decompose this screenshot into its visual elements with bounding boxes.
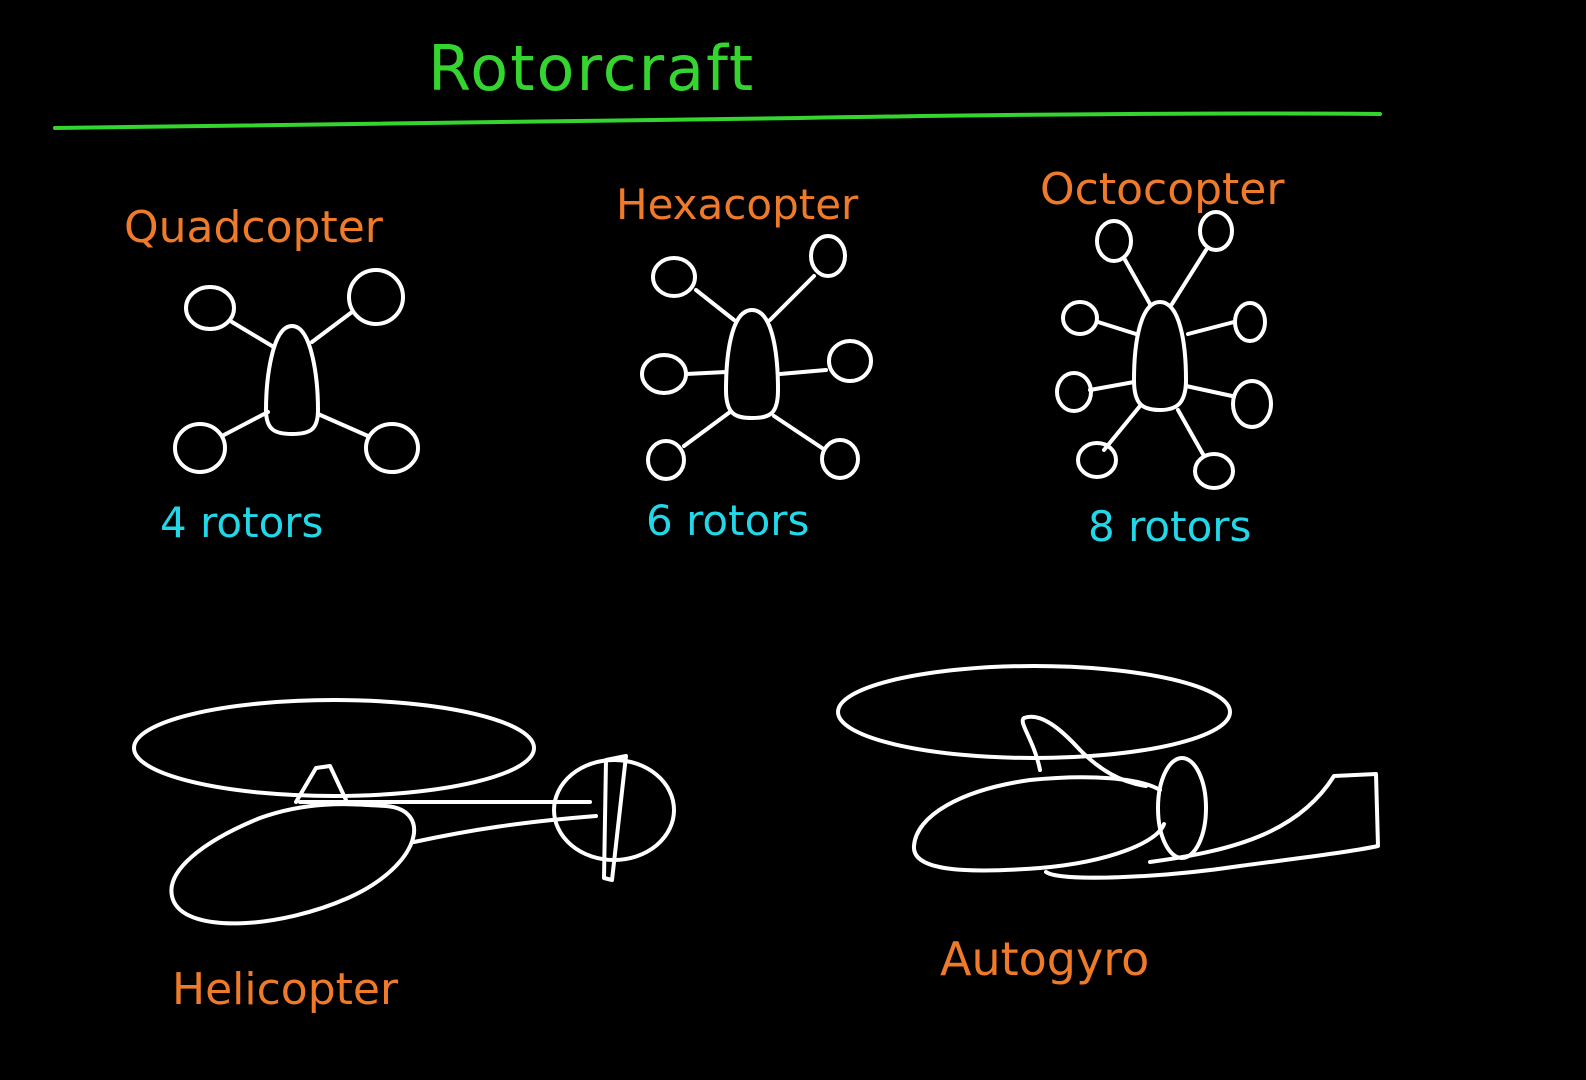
hexacopter-arm	[682, 410, 732, 448]
hexacopter-rotor	[651, 256, 697, 298]
helicopter-tail-boom-bottom	[412, 814, 598, 844]
hexacopter-arm	[772, 414, 824, 450]
octocopter-arm	[1186, 320, 1236, 336]
autogyro-drawing	[836, 664, 1380, 880]
octocopter-body	[1132, 300, 1188, 412]
quadcopter-rotor	[364, 422, 420, 474]
quadcopter-arm	[310, 310, 354, 344]
autogyro-fuselage	[912, 775, 1166, 873]
helicopter-drawing	[132, 698, 676, 926]
octocopter-rotor	[1061, 300, 1099, 336]
quadcopter-label: Quadcopter	[124, 202, 383, 253]
quadcopter-drawing	[173, 268, 420, 474]
hexacopter-rotor	[646, 439, 686, 481]
octocopter-arm	[1096, 320, 1138, 336]
hexacopter-rotor-count: 6 rotors	[646, 496, 810, 545]
hexacopter-label: Hexacopter	[616, 180, 859, 229]
hexacopter-rotor	[640, 353, 688, 395]
hexacopter-arm	[694, 288, 736, 322]
autogyro-rotor-mast	[1020, 714, 1148, 788]
octocopter-arm	[1122, 256, 1152, 306]
quadcopter-rotor	[184, 285, 236, 331]
autogyro-rotor	[836, 664, 1232, 760]
octocopter-label: Octocopter	[1040, 164, 1285, 215]
hexacopter-arm	[768, 274, 816, 322]
quadcopter-arm	[230, 320, 274, 348]
octocopter-drawing	[1055, 210, 1273, 490]
hexacopter-rotor	[827, 339, 873, 383]
page-title: Rotorcraft	[428, 32, 756, 105]
octocopter-rotor	[1233, 301, 1267, 343]
helicopter-label: Helicopter	[172, 964, 399, 1015]
octocopter-arm	[1170, 248, 1208, 306]
autogyro-propeller	[1156, 756, 1208, 860]
quadcopter-rotor	[347, 268, 405, 326]
octocopter-rotor-count: 8 rotors	[1088, 502, 1252, 551]
hexacopter-rotor	[820, 438, 860, 480]
octocopter-rotor	[1198, 210, 1234, 252]
octocopter-rotor	[1095, 219, 1133, 263]
octocopter-arm	[1088, 380, 1136, 392]
quadcopter-arm	[316, 412, 370, 438]
autogyro-tail	[1044, 772, 1380, 880]
title-underline	[53, 111, 1382, 130]
helicopter-rotor-mast	[294, 764, 348, 804]
octocopter-rotor	[1193, 452, 1235, 490]
helicopter-main-rotor	[132, 698, 536, 798]
helicopter-tail-fin	[602, 754, 628, 882]
quadcopter-rotor-count: 4 rotors	[160, 498, 324, 547]
hexacopter-drawing	[640, 234, 873, 481]
helicopter-fuselage	[169, 802, 416, 926]
octocopter-arm	[1176, 408, 1206, 458]
octocopter-rotor	[1231, 379, 1273, 429]
hexacopter-arm	[684, 370, 728, 376]
octocopter-arm	[1102, 404, 1142, 452]
hexacopter-arm	[778, 368, 828, 376]
octocopter-arm	[1184, 384, 1234, 398]
quadcopter-arm	[220, 410, 270, 438]
hexacopter-rotor	[809, 234, 847, 278]
quadcopter-rotor	[173, 422, 227, 474]
octocopter-rotor	[1076, 441, 1118, 479]
hexacopter-body	[724, 308, 780, 420]
octocopter-rotor	[1055, 371, 1093, 413]
quadcopter-body	[264, 324, 320, 436]
autogyro-label: Autogyro	[940, 932, 1150, 986]
